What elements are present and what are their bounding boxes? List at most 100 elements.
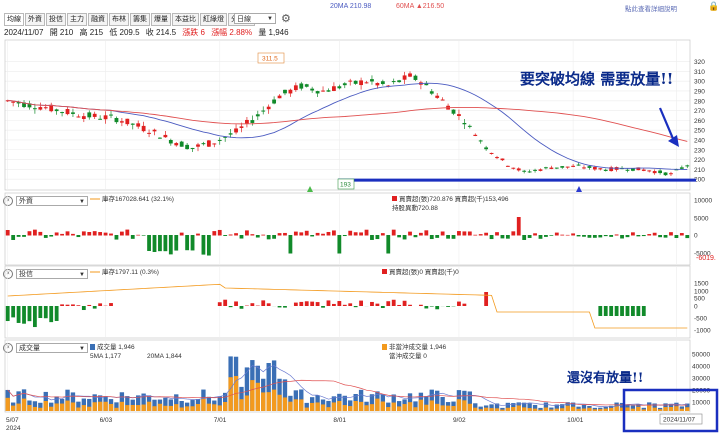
candle-body — [245, 119, 249, 124]
foreign-bar — [375, 235, 380, 240]
candle-body — [473, 134, 478, 136]
volume-bar — [239, 386, 244, 411]
foreign-bar — [353, 232, 358, 236]
lock-icon[interactable]: 🔒 — [708, 1, 720, 11]
trust-bar — [620, 306, 624, 316]
non-daytrade-bar — [59, 403, 65, 411]
tab-6[interactable]: 籌集 — [130, 13, 150, 26]
foreign-bar — [614, 234, 619, 236]
non-daytrade-bar — [32, 406, 38, 411]
foreign-bar — [620, 235, 624, 239]
volume-bar — [223, 392, 228, 411]
foreign-bar — [495, 232, 499, 236]
foreign-bar — [587, 235, 592, 238]
trust-bar — [321, 306, 325, 308]
volume-bar — [522, 402, 527, 411]
stat-change: 漲跌 6 — [182, 28, 205, 37]
volume-bar — [217, 396, 222, 411]
trust-bar — [435, 306, 440, 310]
candle-body — [32, 108, 37, 110]
tab-5[interactable]: 布林 — [109, 13, 129, 26]
trust-tick-label: -1000 — [694, 328, 711, 335]
foreign-bar — [109, 233, 113, 236]
foreign-bar — [266, 235, 271, 240]
foreign-dropdown[interactable]: 外資 ▼ — [16, 195, 88, 206]
trust-bar — [304, 301, 309, 306]
volume-dropdown[interactable]: 成交量 ▼ — [16, 342, 88, 353]
foreign-bar — [288, 235, 293, 254]
foreign-bar — [283, 232, 287, 236]
non-daytrade-bar — [516, 405, 521, 411]
candle-body — [201, 143, 206, 145]
volume-tick-label: 30000 — [692, 376, 710, 383]
help-link[interactable]: 點此查看詳細說明 — [625, 6, 677, 13]
trust-bar — [636, 306, 641, 316]
volume-bar — [326, 400, 331, 411]
volume-bar — [386, 402, 391, 411]
trust-bar — [223, 299, 228, 306]
foreign-bar — [255, 235, 260, 238]
candle-body — [315, 91, 320, 94]
volume-bar — [179, 401, 184, 411]
tab-2[interactable]: 投信 — [46, 13, 66, 26]
candle-body — [288, 89, 293, 94]
tab-4[interactable]: 融資 — [88, 13, 108, 26]
price-tick-label: 230 — [694, 147, 705, 154]
non-daytrade-bar — [27, 404, 32, 411]
trust-bar — [609, 306, 614, 316]
candle-body — [60, 112, 64, 114]
foreign-tick-label: 5000 — [694, 216, 709, 223]
candle-body — [196, 144, 200, 147]
trust-dropdown[interactable]: 投信 ▼ — [16, 268, 88, 279]
candle-body — [641, 169, 646, 171]
foreign-bar — [22, 235, 26, 237]
volume-tick-label: 50000 — [692, 352, 710, 359]
stat-open: 開 210 — [49, 28, 74, 37]
high-marker-box — [257, 52, 285, 64]
foreign-bar — [43, 235, 48, 238]
interval-select[interactable]: 日線 ▼ — [234, 13, 276, 24]
foreign-bar — [16, 235, 21, 237]
tab-1[interactable]: 外資 — [25, 13, 45, 26]
volume-bar — [424, 396, 429, 411]
foreign-min-label: -6019. — [696, 255, 716, 262]
non-daytrade-bar — [538, 409, 543, 411]
non-daytrade-bar — [125, 405, 130, 411]
non-daytrade-bar — [266, 392, 271, 411]
foreign-bar — [342, 235, 347, 237]
price-tick-label: 210 — [694, 167, 705, 174]
volume-bar — [65, 389, 70, 411]
foreign-bar — [114, 235, 119, 240]
foreign-bar — [658, 235, 663, 238]
volume-tick-label: 10000 — [692, 400, 710, 407]
volume-bar — [500, 407, 505, 411]
price-tick-label: 220 — [694, 157, 705, 164]
candle-body — [272, 99, 277, 104]
foreign-bar — [462, 231, 467, 236]
foreign-bar — [370, 235, 374, 240]
trust-bar — [283, 306, 287, 308]
foreign-bar — [505, 235, 510, 239]
foreign-bar — [87, 231, 92, 236]
candle-body — [609, 167, 614, 172]
non-daytrade-bar — [663, 407, 668, 411]
volume-dropdown-label: 成交量 — [19, 344, 40, 352]
non-daytrade-bar — [299, 399, 304, 411]
tab-8[interactable]: 本益比 — [172, 13, 199, 26]
foreign-bar — [261, 234, 266, 236]
volume-bar — [473, 403, 478, 411]
trust-bar — [462, 303, 467, 306]
trust-bar — [22, 306, 26, 324]
panel-frame — [4, 265, 691, 339]
tab-3[interactable]: 主力 — [67, 13, 87, 26]
non-daytrade-bar — [554, 408, 559, 411]
non-daytrade-bar — [277, 394, 282, 411]
gear-icon[interactable]: ⚙ — [281, 13, 291, 25]
tab-0[interactable]: 均線 — [4, 13, 24, 26]
trust-bar — [424, 306, 429, 309]
tab-7[interactable]: 爆量 — [151, 13, 171, 26]
foreign-bar — [451, 235, 456, 239]
candle-body — [185, 144, 190, 150]
tab-9[interactable]: 紅綠燈 — [200, 13, 227, 26]
